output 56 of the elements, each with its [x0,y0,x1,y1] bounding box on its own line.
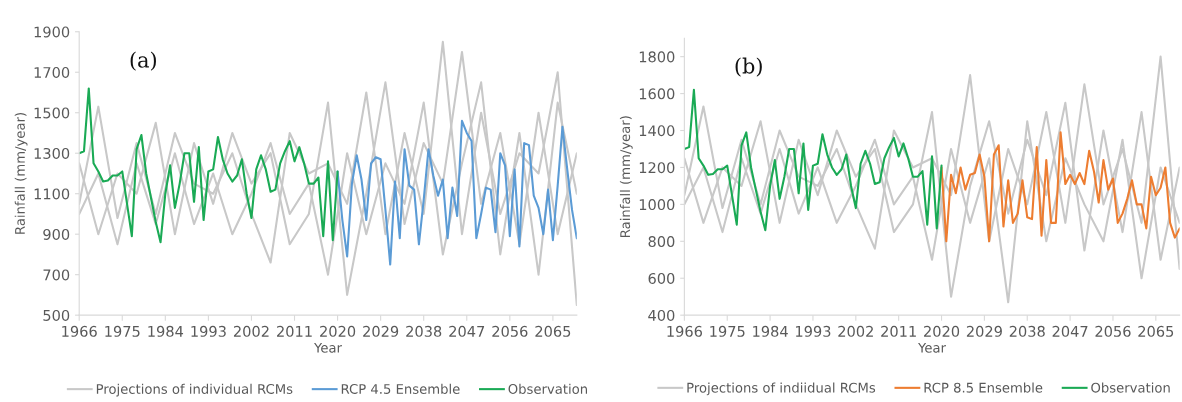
x-tick-label: 2020 [924,325,960,337]
x-tick-label: 1984 [148,325,184,337]
y-tick-label: 1800 [639,51,675,63]
x-tick-label: 2047 [1052,325,1088,337]
line-series [684,88,943,232]
y-axis-title: Rainfall (mm/year) [619,116,633,237]
x-tick-label: 2065 [1138,325,1174,337]
line-series [79,87,339,244]
legend-label: RCP 4.5 Ensemble [341,383,460,394]
x-tick-label: 1984 [753,325,788,337]
y-tick-label: 700 [43,269,70,281]
y-axis-title: Rainfall (mm/year) [14,113,28,234]
y-tick-label: 1400 [639,125,675,137]
y-tick-label: 1500 [34,107,70,119]
x-tick-label: 2011 [277,325,312,337]
x-axis-title: Year [918,342,946,353]
y-tick-label: 900 [43,228,70,240]
x-tick-label: 2002 [233,325,269,337]
x-tick-label: 2029 [363,325,399,337]
line-series [940,131,1180,243]
y-tick-label: 1100 [34,188,70,200]
annotation: (a) [130,51,156,71]
x-tick-label: 2038 [406,325,442,337]
legend-label: Projections of indiidual RCMs [687,382,876,396]
x-tick-label: 1993 [796,325,831,337]
x-tick-label: 2047 [449,325,485,337]
y-tick-label: 1700 [34,66,70,78]
x-tick-label: 1975 [105,325,140,337]
legend-label: Projections of individual RCMs [96,383,293,397]
y-tick-label: 800 [648,236,675,248]
x-tick-label: 1993 [191,325,226,337]
legend-label: Observation [1091,382,1170,393]
y-tick-label: 1000 [639,199,675,211]
x-tick-label: 2020 [320,325,356,337]
x-tick-label: 2002 [838,325,873,337]
x-tick-label: 2065 [535,325,571,337]
y-tick-label: 1900 [34,26,70,38]
x-axis-title: Year [314,342,342,353]
x-tick-label: 2038 [1009,325,1045,337]
x-tick-label: 1966 [62,325,97,337]
x-tick-label: 2011 [881,325,916,337]
x-tick-label: 2056 [1095,325,1131,337]
x-tick-label: 2029 [966,325,1002,337]
y-tick-label: 1600 [639,88,675,100]
y-tick-label: 400 [648,309,675,321]
legend-label: RCP 8.5 Ensemble [924,382,1043,393]
x-tick-label: 1975 [710,325,745,337]
y-tick-label: 500 [43,309,70,321]
x-tick-label: 1966 [667,325,703,337]
line-series [336,119,577,266]
y-tick-label: 1300 [34,147,70,159]
y-tick-label: 1200 [639,162,675,174]
legend-label: Observation [508,383,587,394]
x-tick-label: 2056 [492,325,528,337]
annotation: (b) [735,57,762,77]
y-tick-label: 600 [648,272,675,284]
